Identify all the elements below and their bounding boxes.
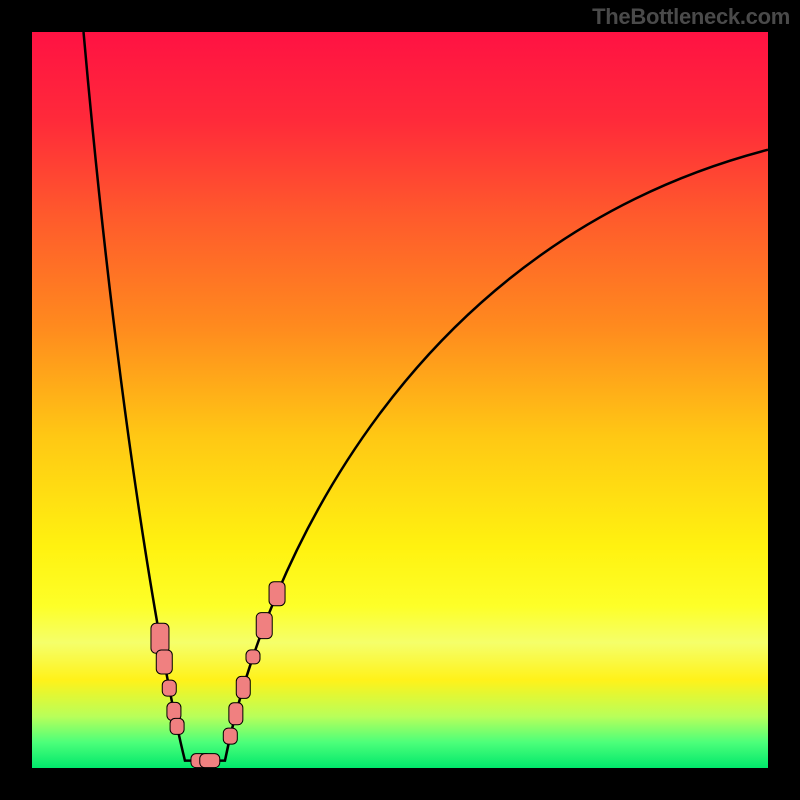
watermark-text: TheBottleneck.com [592, 4, 790, 30]
data-marker [162, 680, 176, 696]
data-marker [156, 650, 172, 674]
curve-svg [32, 32, 768, 768]
data-marker [167, 702, 181, 720]
data-marker [170, 718, 184, 734]
data-marker [151, 623, 169, 653]
plot-area [32, 32, 768, 768]
data-marker [229, 703, 243, 725]
data-marker [246, 650, 260, 664]
data-marker [200, 754, 220, 768]
chart-container: TheBottleneck.com [0, 0, 800, 800]
data-marker [269, 582, 285, 606]
data-marker [223, 728, 237, 744]
data-marker [256, 613, 272, 639]
bottleneck-curve [84, 32, 768, 761]
data-marker [236, 676, 250, 698]
